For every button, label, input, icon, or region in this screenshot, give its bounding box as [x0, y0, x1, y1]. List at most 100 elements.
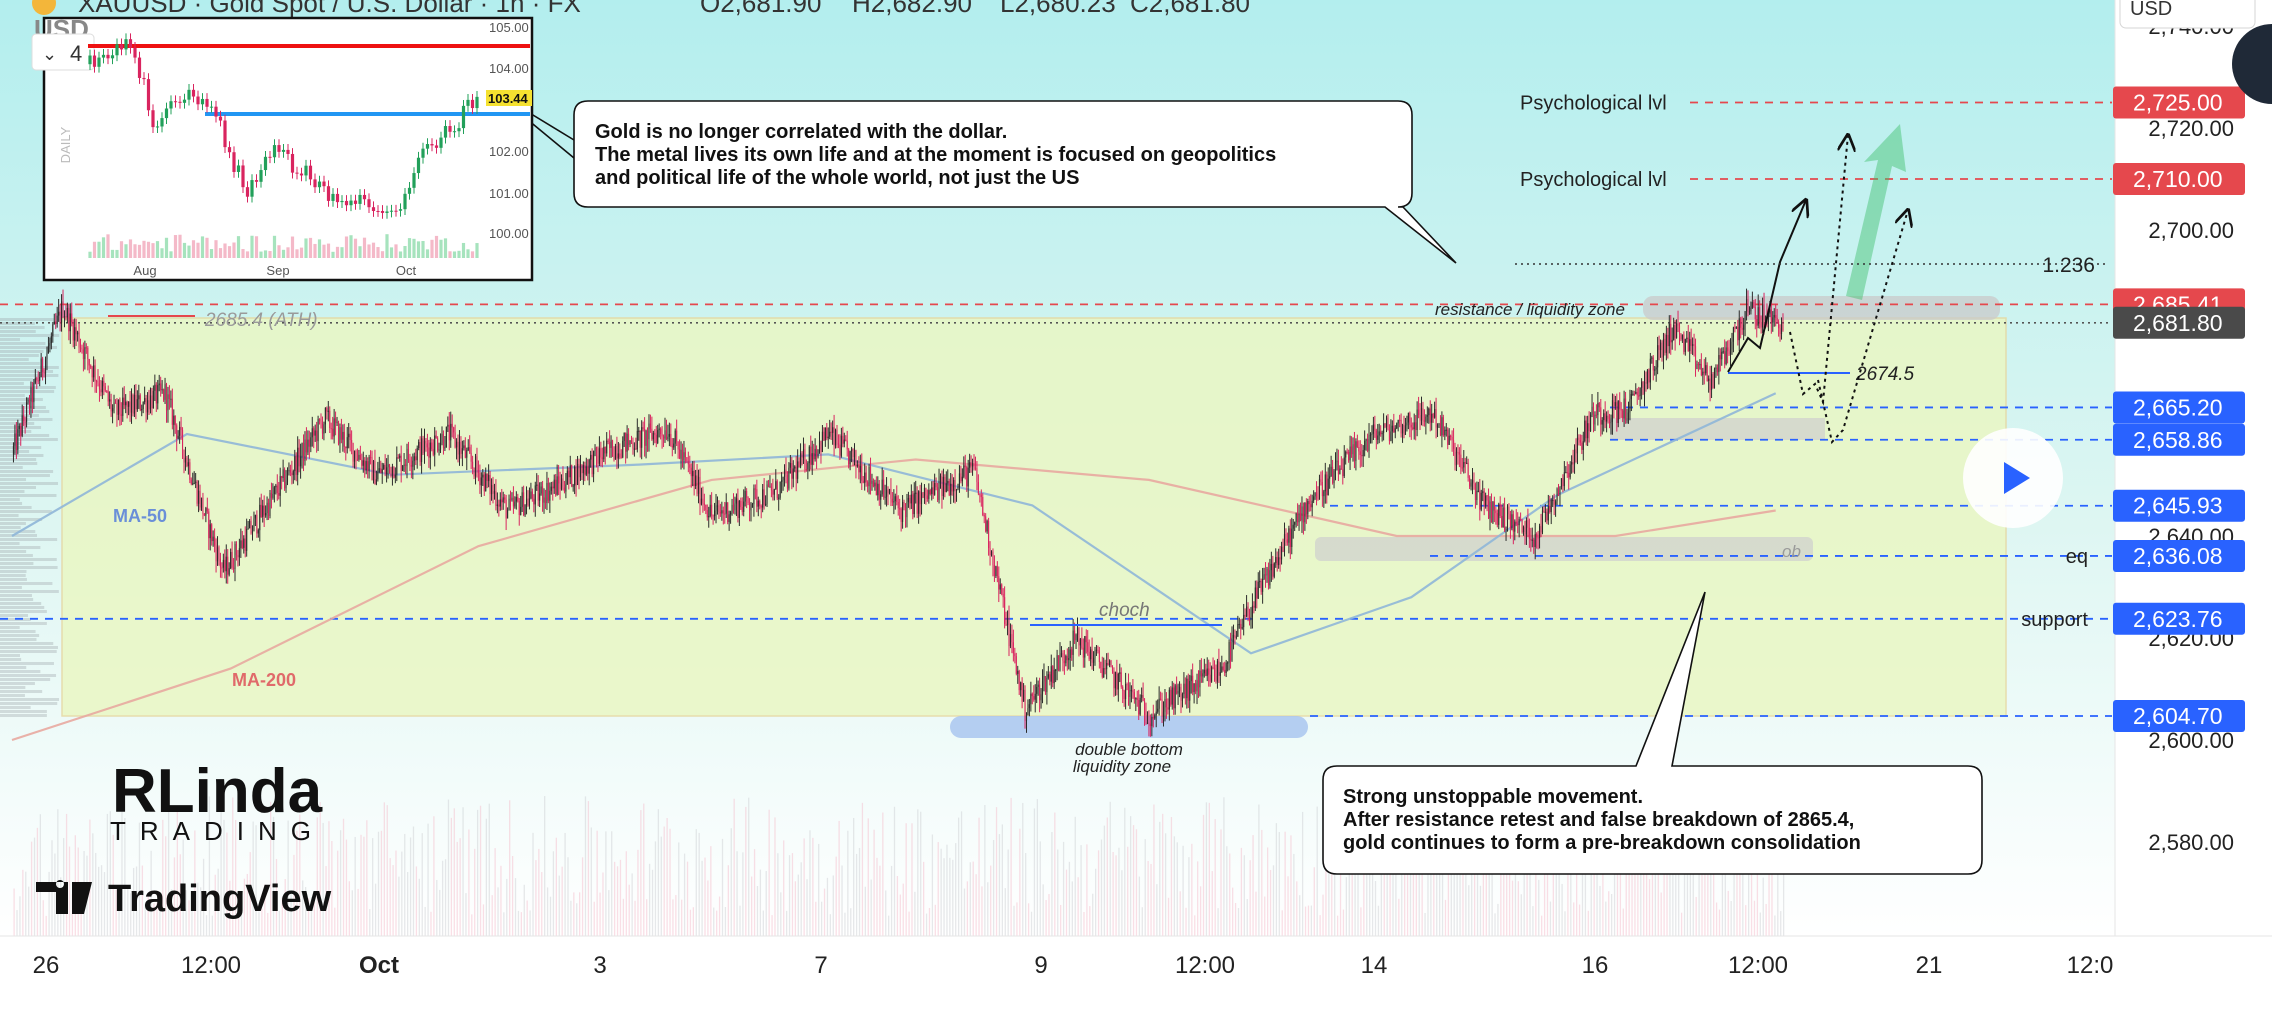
candle-body — [1127, 684, 1130, 697]
volume-bar — [1713, 854, 1715, 936]
candle-body — [222, 559, 224, 568]
candle-body — [786, 474, 788, 489]
candle-body — [464, 445, 466, 458]
candle-body — [1056, 655, 1058, 670]
volume-bar — [1549, 901, 1552, 936]
candle-body — [1735, 326, 1737, 329]
candle-body — [285, 481, 287, 489]
volume-bar — [704, 857, 706, 936]
inset-candle-body — [358, 194, 362, 204]
candle-body — [402, 465, 404, 471]
candle-body — [431, 442, 433, 450]
candle-body — [1043, 676, 1045, 682]
candle-body — [1423, 420, 1425, 422]
candle-body — [1737, 326, 1739, 341]
candle-body — [1458, 452, 1460, 455]
volume-bar — [931, 834, 934, 936]
candle-body — [1715, 367, 1717, 370]
volume-bar — [558, 875, 560, 936]
time-axis[interactable] — [0, 936, 2272, 1006]
candle-body — [1429, 408, 1431, 423]
currency-box[interactable] — [2119, 0, 2256, 29]
volume-bar — [208, 796, 211, 936]
volume-profile-bar — [0, 650, 57, 653]
volume-bar — [925, 913, 928, 936]
candle-body — [1060, 653, 1063, 655]
inset-volume-bar — [452, 251, 457, 258]
candle-body — [1348, 451, 1350, 461]
candle-body — [910, 494, 912, 504]
candle-body — [1610, 422, 1612, 424]
volume-bar — [672, 899, 674, 936]
volume-profile-bar — [0, 506, 32, 509]
volume-bar — [229, 880, 231, 936]
candle-body — [849, 451, 851, 465]
candle-body — [893, 501, 895, 503]
candle-body — [1457, 451, 1459, 454]
volume-bar — [42, 900, 44, 936]
candle-body — [1632, 393, 1634, 396]
candle-body — [311, 428, 313, 438]
candle-body — [644, 429, 646, 446]
price-axis[interactable] — [2115, 0, 2272, 936]
volume-bar — [1503, 835, 1505, 936]
candle-body — [957, 487, 959, 490]
candle-body — [214, 536, 216, 546]
volume-bar — [1561, 883, 1563, 936]
volume-bar — [602, 872, 604, 936]
volume-profile-bar — [0, 514, 19, 517]
volume-bar — [1721, 833, 1724, 936]
candle-body — [394, 474, 396, 478]
candle-body — [1728, 351, 1730, 355]
volume-bar — [689, 909, 692, 936]
candle-body — [611, 440, 614, 457]
candle-body — [909, 497, 911, 504]
candle-body — [1158, 698, 1160, 709]
candle-body — [709, 504, 711, 517]
inset-volume-bar — [245, 251, 250, 258]
candle-body — [256, 514, 258, 534]
candle-body — [1359, 451, 1361, 455]
volume-bar — [826, 877, 829, 936]
candle-body — [1651, 357, 1653, 359]
candle-body — [1743, 324, 1745, 330]
candle-body — [304, 439, 306, 462]
volume-bar — [736, 851, 738, 936]
candle-body — [1677, 323, 1679, 326]
inset-badge-chevron: ⌄ — [42, 44, 57, 64]
candle-body — [355, 450, 357, 460]
edge-button[interactable] — [2232, 24, 2272, 104]
volume-bar — [202, 858, 205, 936]
candle-body — [1276, 557, 1278, 566]
candle-body — [671, 445, 673, 448]
candle-body — [1622, 410, 1624, 419]
candle-body — [1006, 617, 1009, 626]
volume-bar — [570, 900, 572, 936]
volume-bar — [952, 859, 954, 936]
candle-body — [381, 469, 383, 474]
volume-bar — [167, 807, 170, 936]
candle-body — [925, 487, 927, 496]
candle-body — [155, 384, 157, 404]
candle-body — [525, 498, 528, 505]
candle-body — [1181, 694, 1184, 701]
volume-bar — [1459, 862, 1461, 936]
candle-body — [1002, 593, 1004, 598]
volume-bar — [1074, 816, 1076, 936]
candle-body — [97, 381, 99, 384]
candle-body — [74, 327, 76, 341]
inset-candle-body — [299, 173, 304, 176]
candle-body — [1686, 337, 1688, 339]
candle-body — [1027, 708, 1029, 716]
candle-body — [970, 462, 972, 467]
candle-body — [1062, 653, 1064, 661]
inset-volume-bar — [299, 247, 304, 258]
volume-bar — [1415, 836, 1417, 936]
candle-body — [840, 435, 842, 456]
candle-body — [396, 457, 398, 475]
volume-bar — [1718, 909, 1721, 936]
inset-volume-bar — [371, 242, 376, 258]
candle-body — [899, 508, 901, 510]
candle-body — [388, 464, 391, 467]
